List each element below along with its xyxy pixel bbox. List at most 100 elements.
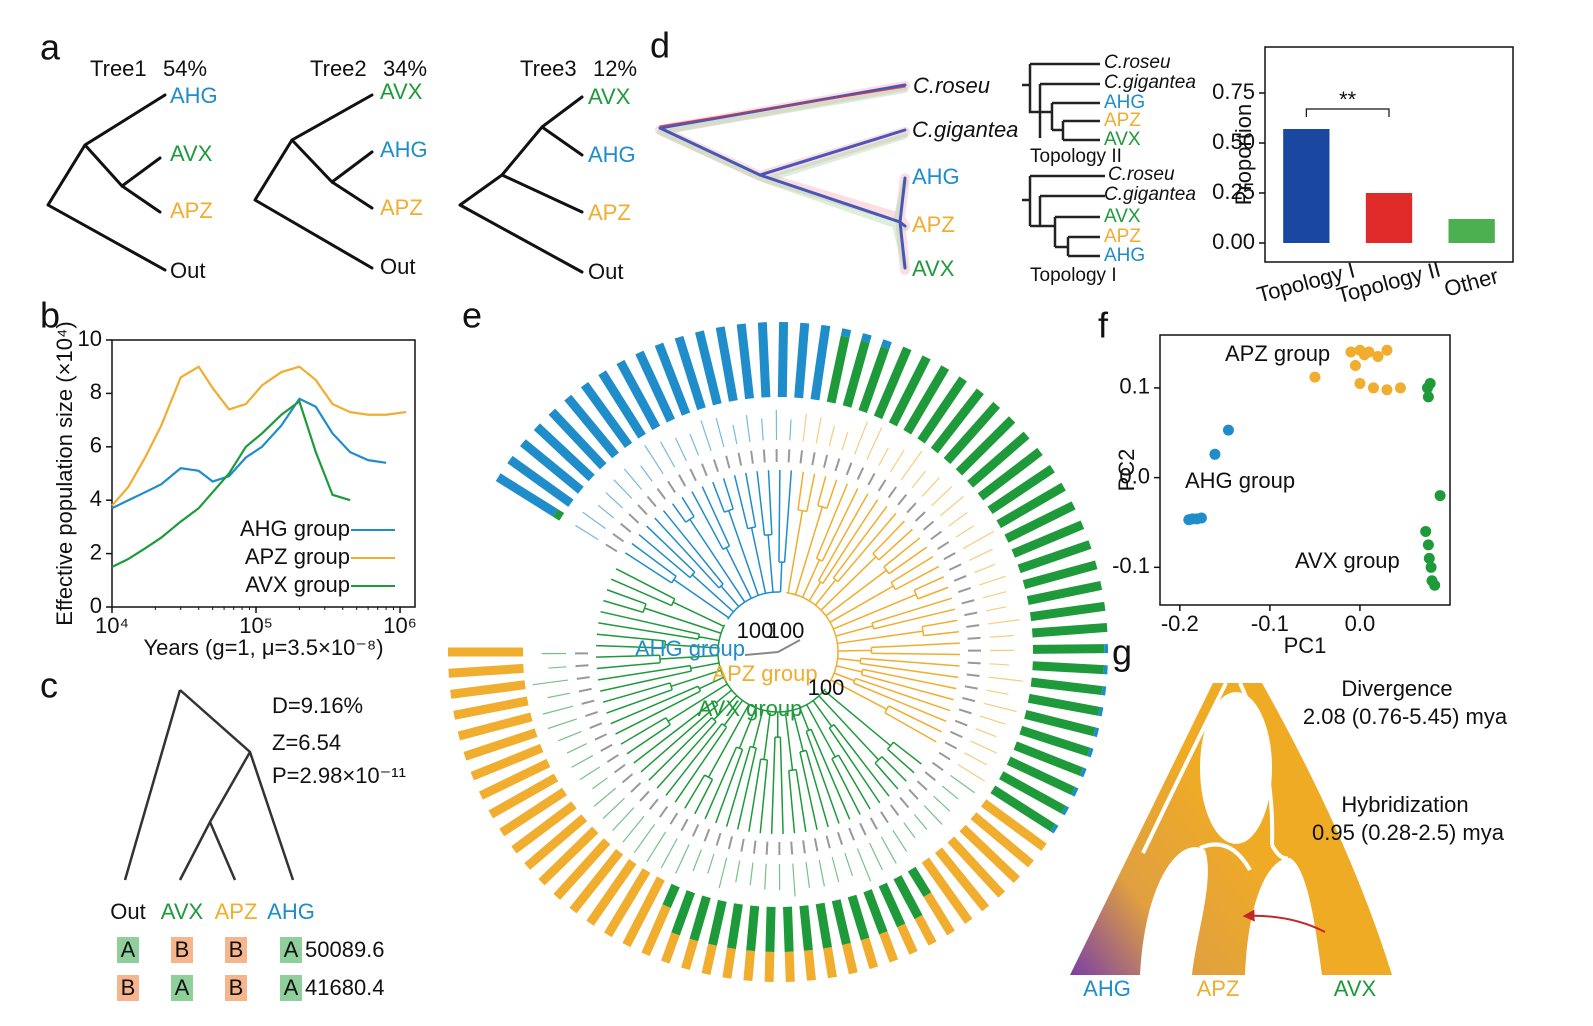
tip-label-mark	[903, 822, 916, 839]
tip-label-mark	[602, 797, 625, 819]
tip-label: AHG	[267, 899, 315, 924]
tip-label: AVX	[1104, 206, 1141, 227]
tip-label: AHG	[588, 142, 636, 167]
point	[1381, 344, 1393, 356]
dash	[585, 711, 599, 718]
ancestry-bar	[1031, 622, 1108, 638]
ancestry-bar	[727, 903, 743, 950]
dash	[703, 828, 711, 842]
pattern-count: 50089.6	[305, 937, 385, 962]
tip-label-mark	[660, 838, 678, 869]
ancestry-bar	[863, 889, 888, 935]
site-box	[171, 937, 193, 963]
point	[1434, 490, 1446, 502]
ancestry-bar	[1097, 706, 1104, 717]
dash	[628, 513, 640, 524]
dash	[669, 812, 679, 825]
group-label: APZ group	[1225, 341, 1330, 366]
dash	[859, 822, 867, 836]
ancestry-bar	[681, 938, 699, 971]
tip-label-mark	[542, 705, 574, 715]
point	[1195, 512, 1207, 524]
group-label: AHG group	[635, 636, 745, 661]
ancestry-bar	[450, 680, 526, 699]
site-letter: B	[229, 937, 244, 962]
tip-label: AVX	[380, 79, 423, 104]
ancestry-bar	[1093, 727, 1100, 738]
ancestry-bar	[977, 447, 1043, 501]
tip-label: AVX	[912, 256, 955, 281]
y-tick-label: 4	[90, 486, 102, 511]
dash	[620, 522, 632, 533]
tip-label: C.roseu	[1108, 164, 1175, 185]
ancestry-bar	[553, 509, 565, 521]
tip-label-mark	[948, 512, 968, 527]
tip-label-mark	[950, 774, 975, 794]
site-box	[225, 975, 247, 1001]
tip-label-mark	[970, 740, 997, 754]
point	[1425, 561, 1437, 573]
ancestry-bar	[947, 836, 1005, 898]
dash	[825, 835, 831, 849]
tip-label-mark	[988, 619, 1020, 625]
tip-label: C.roseu	[1104, 52, 1171, 73]
tip-label: AHG	[912, 164, 960, 189]
dash	[867, 472, 876, 486]
point	[1358, 349, 1370, 361]
ancestry-bar	[930, 388, 984, 454]
dash	[659, 805, 669, 818]
tip-label-mark	[989, 634, 1014, 638]
ancestry-bar	[569, 849, 624, 914]
tip-label-mark	[646, 831, 667, 863]
ancestry-bar	[959, 824, 1020, 883]
topology-tree	[1022, 174, 1105, 258]
tip-label-mark	[715, 418, 725, 448]
ancestry-bar	[943, 401, 1001, 465]
tip-label-mark	[547, 692, 571, 699]
tip-label: AHG	[170, 83, 218, 108]
tip-label-mark	[612, 807, 635, 832]
tip-label-mark	[940, 495, 964, 517]
ancestry-bar	[757, 322, 771, 398]
ancestry-bar	[1017, 540, 1092, 574]
tip-label: AHG	[1104, 245, 1145, 266]
tip-label-mark	[692, 849, 702, 872]
ancestry-bar	[586, 859, 637, 926]
dash	[908, 788, 919, 800]
point	[1354, 377, 1366, 389]
dash	[899, 796, 910, 809]
y-tick-label: 8	[90, 379, 102, 404]
dash	[737, 452, 743, 466]
dash	[612, 533, 625, 543]
ancestry-bar	[934, 847, 990, 912]
site-letter: B	[121, 975, 136, 1000]
tip-label-mark	[964, 752, 987, 766]
ancestry-bar	[743, 950, 756, 982]
point	[1424, 377, 1436, 389]
y-tick-label: 0.1	[1119, 374, 1150, 399]
tip-label-mark	[792, 863, 796, 897]
tip-label-mark	[900, 450, 923, 480]
site-box	[117, 975, 139, 1001]
branch-edge	[1141, 682, 1289, 872]
ancestry-bar	[860, 937, 879, 970]
ancestry-bar	[622, 876, 665, 948]
tip-label: AVX	[161, 899, 204, 924]
ancestry-bar	[923, 892, 955, 936]
tip-label-mark	[815, 417, 822, 444]
tip-label-mark	[831, 856, 840, 883]
dash	[802, 840, 806, 854]
point	[1420, 525, 1432, 537]
group-label: AHG group	[1185, 468, 1295, 493]
ancestry-bar	[810, 324, 831, 401]
tip-label-mark	[955, 525, 975, 538]
site-box	[171, 975, 193, 1001]
ancestry-bar	[823, 947, 837, 979]
ancestry-bar	[1006, 756, 1076, 796]
dash	[967, 636, 981, 640]
tip-label-mark	[622, 815, 645, 843]
ancestry-bar	[495, 473, 558, 517]
hole	[1200, 692, 1272, 844]
group-label: AVX group	[1295, 548, 1400, 573]
